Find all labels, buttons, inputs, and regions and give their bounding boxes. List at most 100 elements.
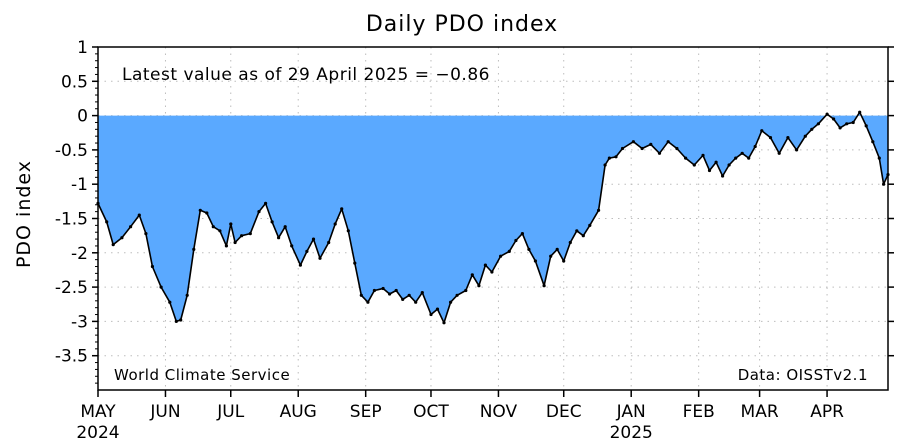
x-tick-label: JUL xyxy=(216,402,244,422)
data-source-credit: Data: OISSTv2.1 xyxy=(738,366,868,384)
pdo-point xyxy=(851,120,855,125)
x-year-label: 2025 xyxy=(610,423,653,443)
pdo-point xyxy=(340,207,344,211)
pdo-point xyxy=(366,300,370,304)
y-tick-label: -3.5 xyxy=(55,347,88,367)
pdo-point xyxy=(555,247,559,251)
pdo-point xyxy=(542,284,546,288)
y-tick-label: -3 xyxy=(71,312,88,332)
pdo-point xyxy=(150,264,154,269)
x-tick-label: JUN xyxy=(149,402,180,422)
pdo-point xyxy=(721,174,725,178)
pdo-point xyxy=(429,312,433,317)
credit-left: World Climate Service xyxy=(114,366,290,384)
pdo-point xyxy=(575,229,579,233)
y-tick-label: 0.5 xyxy=(61,72,88,92)
pdo-point xyxy=(168,300,172,304)
pdo-point xyxy=(359,293,363,297)
pdo-point xyxy=(816,122,821,126)
y-tick-label: -0.5 xyxy=(55,141,88,161)
pdo-point xyxy=(192,247,196,251)
pdo-point xyxy=(701,153,705,157)
pdo-point xyxy=(264,201,268,205)
pdo-point xyxy=(520,232,525,236)
y-tick-label: -2 xyxy=(71,244,88,264)
pdo-point xyxy=(620,146,625,151)
pdo-point xyxy=(727,163,731,167)
pdo-point xyxy=(588,223,592,227)
pdo-point xyxy=(692,163,696,167)
pdo-point xyxy=(435,307,440,311)
pdo-point xyxy=(198,208,202,212)
pdo-point xyxy=(111,243,115,247)
pdo-point xyxy=(675,146,679,151)
chart-title: Daily PDO index xyxy=(366,12,558,37)
pdo-point xyxy=(224,244,228,248)
pdo-point xyxy=(607,156,612,160)
pdo-point xyxy=(825,112,829,116)
pdo-point xyxy=(346,229,350,233)
pdo-point xyxy=(786,136,790,140)
pdo-point xyxy=(327,240,331,245)
pdo-point xyxy=(810,127,814,131)
pdo-point xyxy=(277,236,281,240)
pdo-point xyxy=(464,288,468,293)
x-tick-label: FEB xyxy=(683,402,715,422)
x-tick-label: AUG xyxy=(280,402,317,422)
pdo-point xyxy=(218,229,222,233)
pdo-point xyxy=(470,273,474,277)
pdo-point xyxy=(507,249,511,253)
x-tick-label: DEC xyxy=(546,402,582,422)
x-year-label: 2024 xyxy=(76,423,119,443)
pdo-point xyxy=(105,220,109,224)
pdo-point xyxy=(159,285,163,289)
pdo-point xyxy=(229,222,233,226)
y-tick-label: 0 xyxy=(77,107,88,127)
pdo-point xyxy=(871,140,875,144)
pdo-point xyxy=(257,210,261,214)
series-layer xyxy=(96,110,890,325)
pdo-point xyxy=(298,263,302,267)
pdo-point xyxy=(714,160,718,164)
pdo-point xyxy=(270,220,274,224)
pdo-point xyxy=(407,293,411,297)
pdo-point xyxy=(753,144,757,149)
pdo-point xyxy=(305,249,309,253)
pdo-point xyxy=(283,225,287,229)
pdo-point xyxy=(747,156,751,160)
y-tick-label: 1 xyxy=(77,38,88,58)
pdo-point xyxy=(318,256,322,260)
y-tick-label: -2.5 xyxy=(55,278,88,298)
y-tick-label: -1.5 xyxy=(55,210,88,230)
pdo-point xyxy=(649,142,653,146)
pdo-point xyxy=(533,259,538,263)
pdo-point xyxy=(760,129,764,133)
pdo-point xyxy=(684,156,688,160)
pdo-point xyxy=(568,240,572,245)
x-tick-label: MAR xyxy=(741,402,779,422)
pdo-point xyxy=(499,254,503,258)
pdo-point xyxy=(205,211,209,215)
y-tick-label: -1 xyxy=(71,175,88,195)
x-tick-label: NOV xyxy=(480,402,518,422)
pdo-point xyxy=(414,300,418,304)
pdo-point xyxy=(562,259,566,263)
pdo-point xyxy=(290,244,294,248)
pdo-point xyxy=(248,232,252,236)
pdo-point xyxy=(803,134,807,138)
pdo-point xyxy=(777,151,781,155)
pdo-point xyxy=(211,225,215,229)
pdo-point xyxy=(877,156,881,160)
pdo-point xyxy=(442,321,446,325)
pdo-point xyxy=(455,293,459,297)
pdo-point xyxy=(707,168,712,173)
y-axis-label: PDO index xyxy=(13,160,35,268)
pdo-point xyxy=(581,234,585,238)
latest-value-annotation: Latest value as of 29 April 2025 = −0.86 xyxy=(122,65,490,85)
pdo-point xyxy=(640,146,644,151)
pdo-point xyxy=(734,156,738,160)
x-tick-label: SEP xyxy=(350,402,382,422)
pdo-point xyxy=(179,318,183,322)
